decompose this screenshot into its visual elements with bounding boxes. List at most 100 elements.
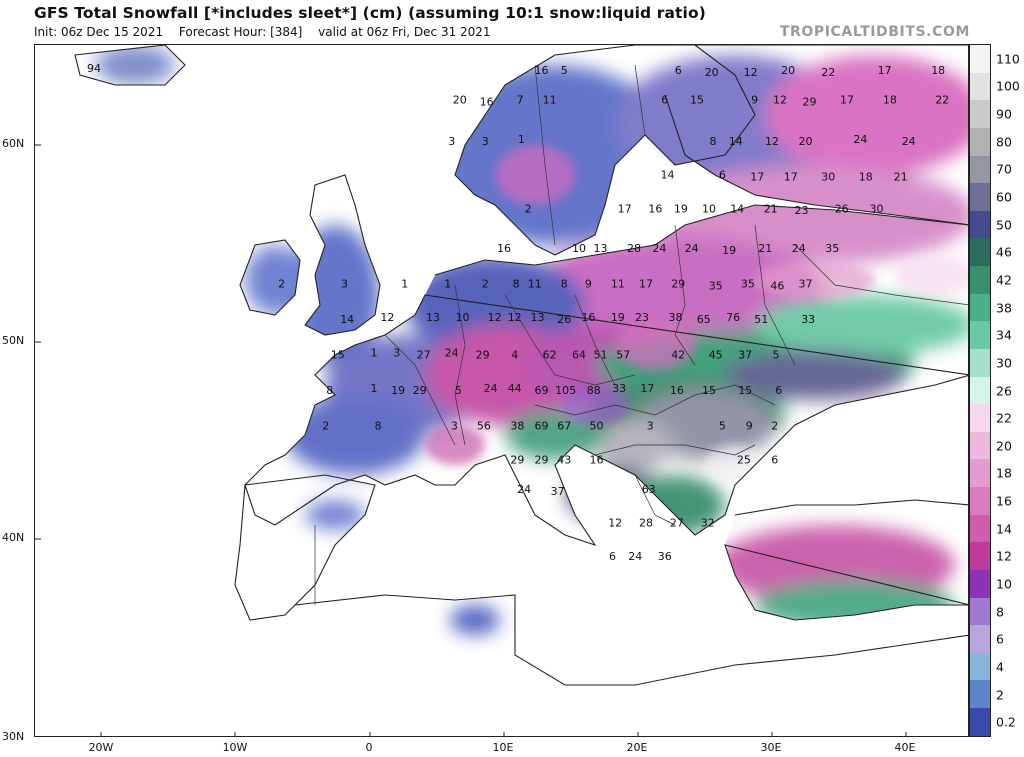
snowfall-value: 4 bbox=[511, 349, 518, 362]
lon-label-0: 0 bbox=[365, 741, 373, 754]
lat-label-30n: 30N bbox=[2, 730, 25, 743]
snowfall-value: 30 bbox=[870, 202, 884, 215]
colorbar-label: 46 bbox=[996, 244, 1012, 260]
graticule-ticks bbox=[35, 144, 907, 736]
colorbar bbox=[969, 44, 991, 737]
snowfall-value: 12 bbox=[608, 517, 622, 530]
lon-label-20e: 20E bbox=[626, 741, 648, 754]
snowfall-value: 37 bbox=[738, 349, 752, 362]
snowfall-value: 17 bbox=[640, 382, 654, 395]
lon-label-30e: 30E bbox=[760, 741, 782, 754]
snowfall-value: 38 bbox=[669, 311, 683, 324]
snowfall-value: 25 bbox=[737, 453, 751, 466]
snowfall-value: 20 bbox=[453, 94, 467, 107]
snowfall-value: 3 bbox=[451, 420, 458, 433]
snowfall-value: 5 bbox=[455, 384, 462, 397]
snowfall-value: 14 bbox=[340, 313, 354, 326]
snowfall-value: 35 bbox=[709, 279, 723, 292]
snowfall-value: 5 bbox=[719, 420, 726, 433]
colorbar-segment bbox=[970, 210, 990, 239]
snowfall-value: 12 bbox=[765, 135, 779, 148]
colorbar-segment bbox=[970, 348, 990, 377]
snowfall-value: 16 bbox=[581, 311, 595, 324]
snowfall-value: 6 bbox=[675, 64, 682, 77]
snowfall-value: 10 bbox=[456, 311, 470, 324]
lon-label-20w: 20W bbox=[88, 741, 114, 754]
colorbar-segment bbox=[970, 431, 990, 460]
colorbar-label: 90 bbox=[996, 106, 1012, 122]
snowfall-value: 17 bbox=[639, 277, 653, 290]
snowfall-value: 1 bbox=[401, 277, 408, 290]
snowfall-value: 29 bbox=[671, 277, 685, 290]
snowfall-value: 24 bbox=[853, 133, 867, 146]
snowfall-value: 11 bbox=[528, 277, 542, 290]
snowfall-value: 24 bbox=[517, 483, 531, 496]
snowfall-value: 8 bbox=[513, 277, 520, 290]
snowfall-value: 36 bbox=[658, 550, 672, 563]
snowfall-value: 21 bbox=[758, 242, 772, 255]
snowfall-value: 24 bbox=[792, 242, 806, 255]
snowfall-value: 46 bbox=[770, 279, 784, 292]
colorbar-label: 42 bbox=[996, 272, 1012, 288]
snowfall-value: 19 bbox=[391, 384, 405, 397]
snowfall-value: 24 bbox=[652, 242, 666, 255]
snowfall-value: 64 bbox=[572, 349, 586, 362]
snowfall-value: 20 bbox=[705, 66, 719, 79]
snowfall-value: 18 bbox=[859, 171, 873, 184]
colorbar-segment bbox=[970, 514, 990, 543]
colorbar-segment bbox=[970, 708, 990, 736]
colorbar-label: 50 bbox=[996, 217, 1012, 233]
snowfall-value: 17 bbox=[750, 171, 764, 184]
snowfall-value: 15 bbox=[331, 349, 345, 362]
colorbar-label: 100 bbox=[996, 78, 1020, 94]
colorbar-segment bbox=[970, 321, 990, 349]
colorbar-segment bbox=[970, 404, 990, 432]
country-borders bbox=[314, 64, 968, 605]
chart-header: GFS Total Snowfall [*includes sleet*] (c… bbox=[0, 0, 1024, 44]
colorbar-label: 0.2 bbox=[996, 714, 1016, 730]
lon-label-10w: 10W bbox=[222, 741, 248, 754]
snowfall-value: 12 bbox=[744, 66, 758, 79]
lon-label-40e: 40E bbox=[894, 741, 916, 754]
snowfall-value: 19 bbox=[722, 244, 736, 257]
snowfall-value: 16 bbox=[648, 202, 662, 215]
snowfall-map: 94 16 5 6 20 12 20 22 17 18 20 16 7 11 6 15 9 12 29 17 18 22 3… bbox=[34, 44, 969, 737]
snowfall-value: 29 bbox=[535, 453, 549, 466]
snowfall-value: 17 bbox=[618, 202, 632, 215]
snowfall-value: 12 bbox=[380, 311, 394, 324]
colorbar-label: 18 bbox=[996, 465, 1012, 481]
snowfall-value: 24 bbox=[685, 242, 699, 255]
snowfall-value: 9 bbox=[585, 277, 592, 290]
chart-title: GFS Total Snowfall [*includes sleet*] (c… bbox=[34, 4, 706, 22]
snowfall-value: 57 bbox=[616, 349, 630, 362]
colorbar-segment bbox=[970, 625, 990, 653]
snowfall-value: 33 bbox=[612, 382, 626, 395]
snowfall-value: 24 bbox=[628, 550, 642, 563]
snowfall-value: 51 bbox=[594, 349, 608, 362]
snowfall-value: 8 bbox=[710, 135, 717, 148]
snowfall-value: 24 bbox=[484, 382, 498, 395]
snowfall-value: 6 bbox=[719, 169, 726, 182]
snowfall-value: 9 bbox=[746, 420, 753, 433]
snowfall-value: 19 bbox=[674, 202, 688, 215]
colorbar-segment bbox=[970, 183, 990, 211]
snowfall-value: 12 bbox=[773, 94, 787, 107]
colorbar-label: 16 bbox=[996, 493, 1012, 509]
snowfall-value: 2 bbox=[278, 277, 285, 290]
snowfall-value: 8 bbox=[326, 384, 333, 397]
colorbar-label: 6 bbox=[996, 631, 1004, 647]
snowfall-value: 35 bbox=[741, 277, 755, 290]
colorbar-segment bbox=[970, 459, 990, 487]
snowfall-value: 18 bbox=[883, 94, 897, 107]
colorbar-segment bbox=[970, 45, 990, 73]
snowfall-value: 67 bbox=[557, 420, 571, 433]
snowfall-value: 62 bbox=[543, 349, 557, 362]
snowfall-value: 5 bbox=[561, 64, 568, 77]
brand-watermark: TROPICALTIDBITS.COM bbox=[779, 24, 970, 40]
snowfall-value: 45 bbox=[709, 349, 723, 362]
snowfall-value: 37 bbox=[799, 277, 813, 290]
chart-subtitle: Init: 06z Dec 15 2021 Forecast Hour: [38… bbox=[34, 25, 503, 39]
snowfall-value: 16 bbox=[480, 96, 494, 109]
snowfall-value: 3 bbox=[647, 420, 654, 433]
snowfall-value: 44 bbox=[508, 382, 522, 395]
